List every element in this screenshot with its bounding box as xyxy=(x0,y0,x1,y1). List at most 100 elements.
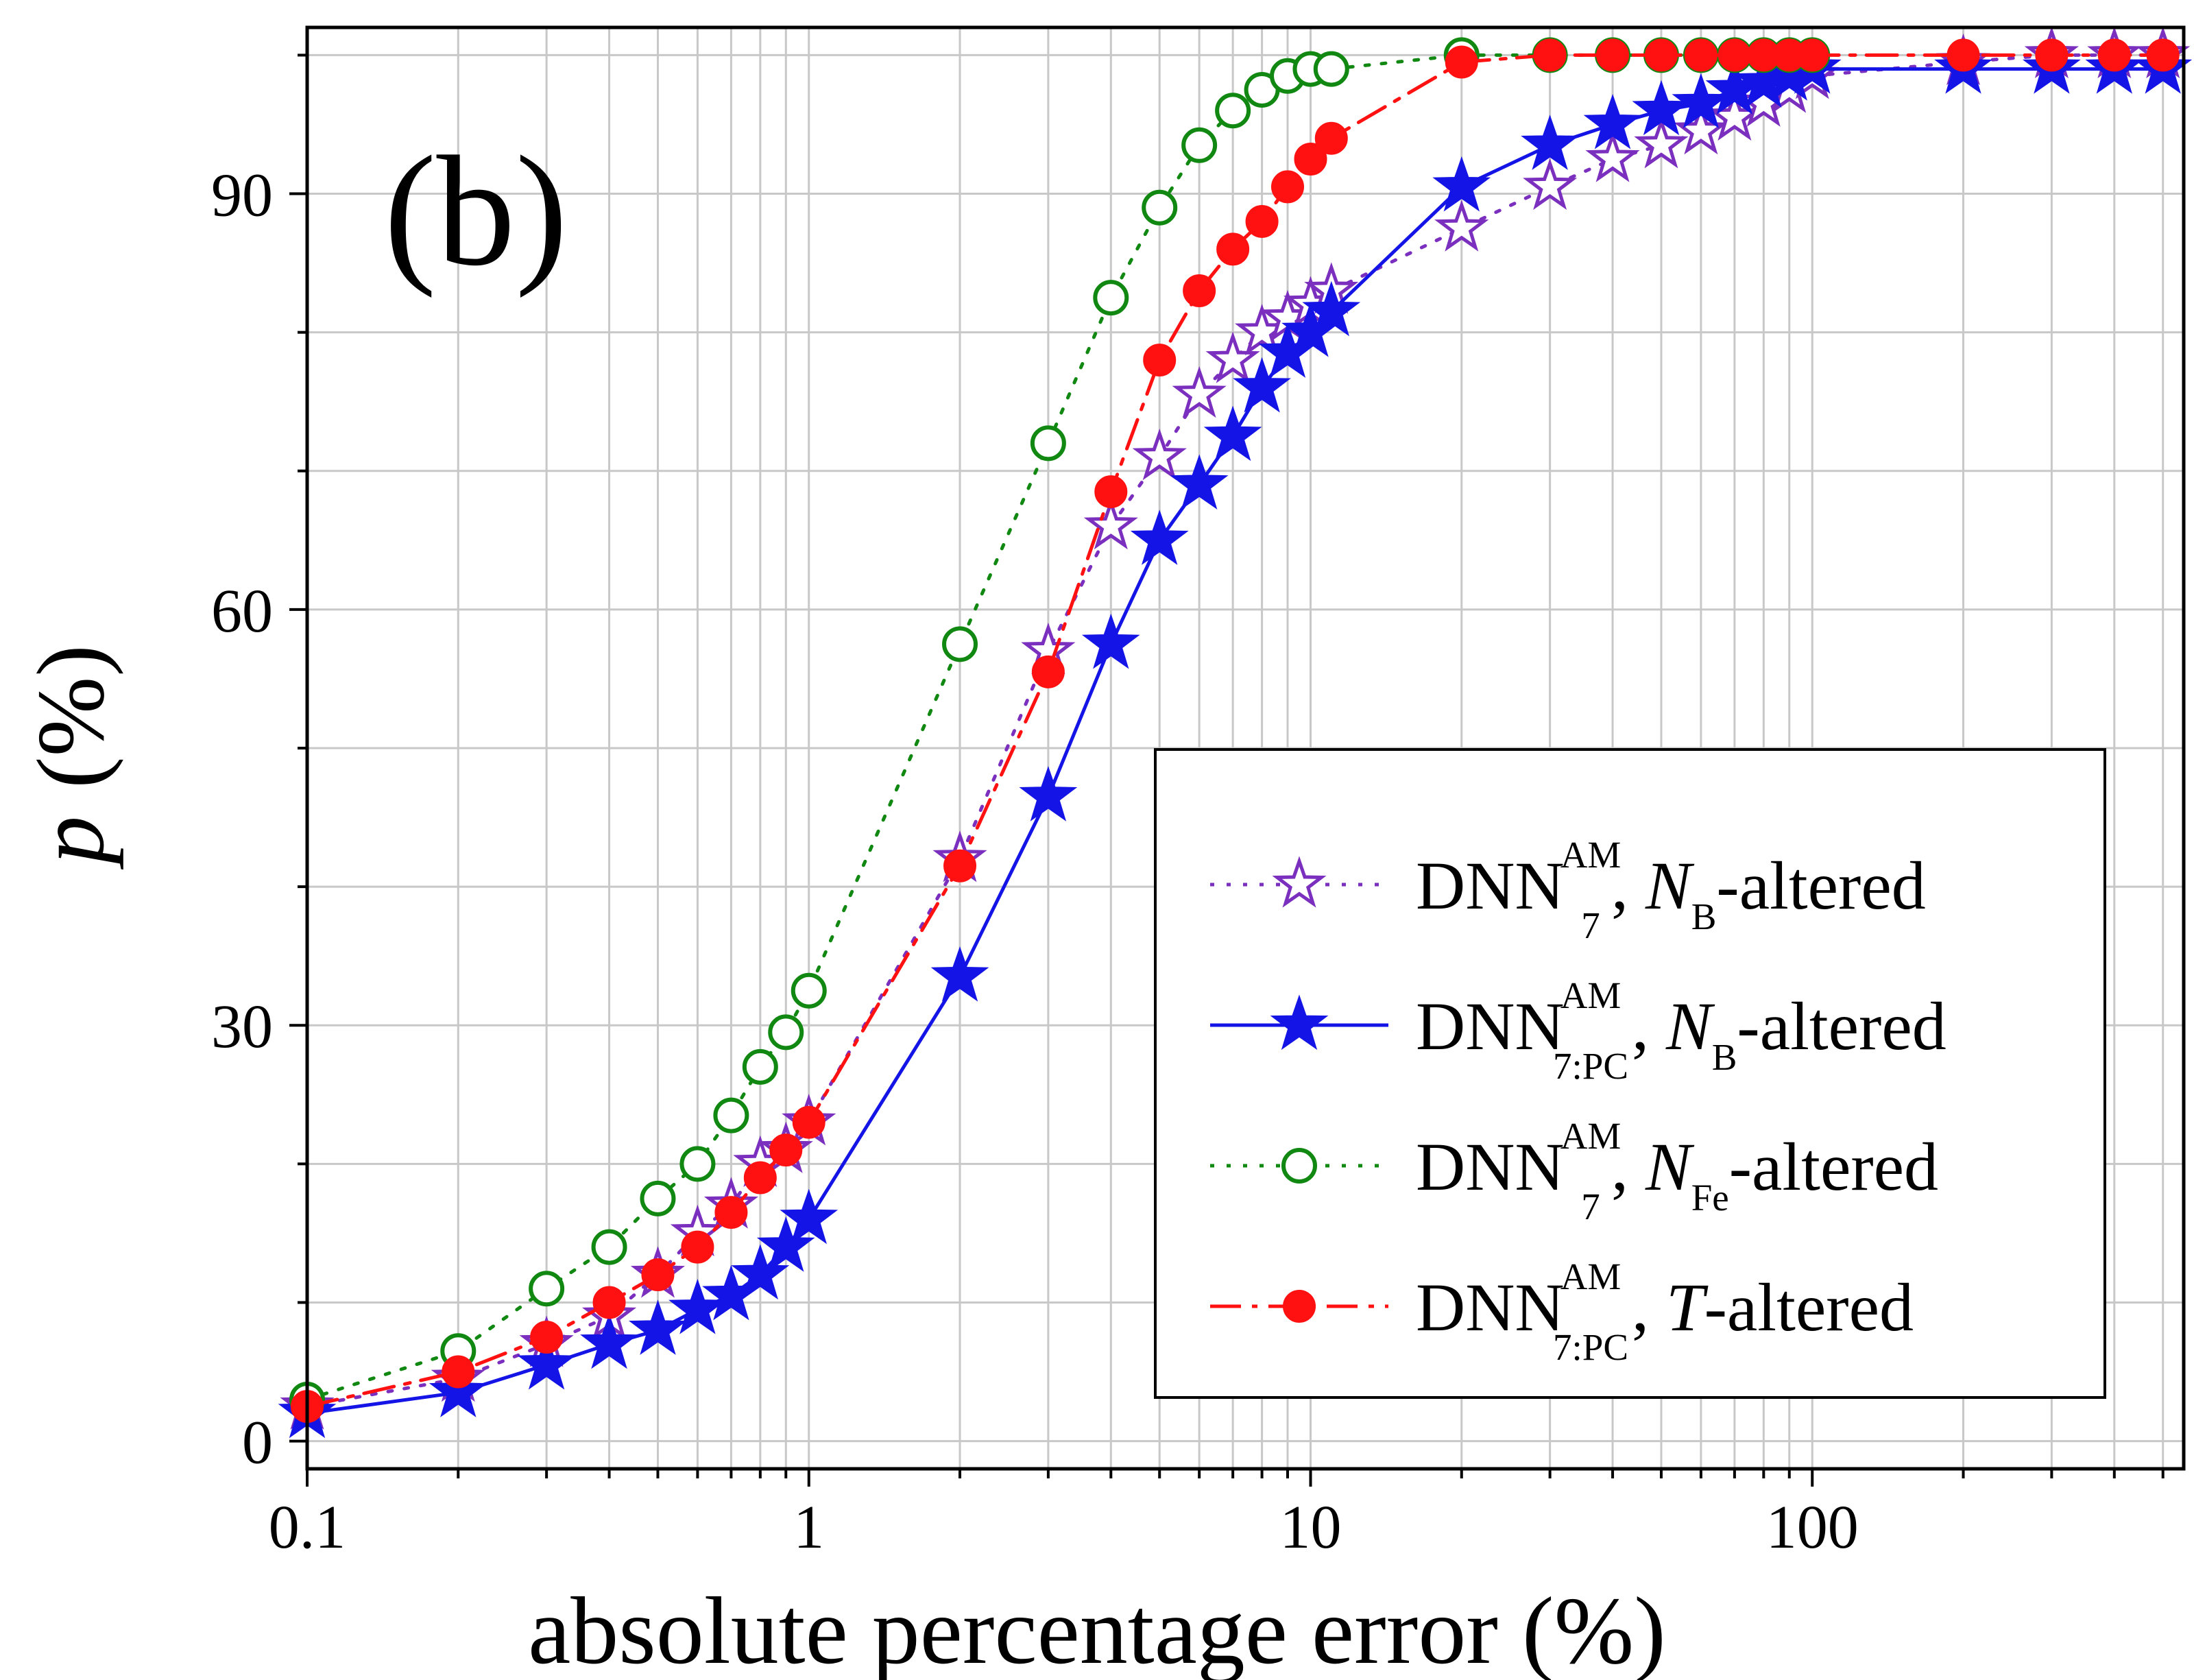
y-tick-label: 60 xyxy=(211,577,273,645)
legend-label-sub: 7 xyxy=(1581,1186,1600,1227)
data-point-circle-open xyxy=(1313,51,1349,87)
data-point-circle-filled xyxy=(1094,475,1128,509)
y-axis-title-text: p (%) xyxy=(18,645,124,870)
legend-label-sub: 7:PC xyxy=(1553,1045,1628,1087)
x-axis-title: absolute percentage error (%) xyxy=(528,1578,1666,1680)
legend-label-sub: 7:PC xyxy=(1553,1326,1628,1368)
legend-label-sup: AM xyxy=(1560,1256,1622,1297)
y-axis-title: p (%) xyxy=(18,645,124,870)
data-point-circle-filled xyxy=(1796,38,1829,72)
data-point-circle-open xyxy=(640,1180,676,1216)
data-point-circle-filled xyxy=(1183,274,1216,308)
x-tick-label: 0.1 xyxy=(269,1493,346,1561)
data-point-circle-open xyxy=(791,972,827,1009)
legend-label-rest: , T-altered xyxy=(1632,1269,1914,1345)
data-point-star-filled xyxy=(1130,509,1189,565)
x-tick-label: 100 xyxy=(1766,1493,1859,1561)
data-point-circle-filled xyxy=(1596,38,1630,72)
data-point-circle-open xyxy=(1093,280,1129,316)
y-tick-label: 30 xyxy=(211,993,273,1061)
data-point-circle-filled xyxy=(1445,45,1478,79)
data-point-star-filled xyxy=(1270,994,1329,1051)
data-point-circle-filled xyxy=(1031,655,1065,688)
data-point-star-open xyxy=(1083,497,1138,550)
data-point-circle-filled xyxy=(641,1258,675,1292)
data-point-circle-open xyxy=(713,1097,749,1133)
data-point-circle-filled xyxy=(1143,344,1177,377)
data-point-circle-filled xyxy=(1533,38,1567,72)
legend-label-base: DNN xyxy=(1416,1129,1565,1205)
data-point-circle-filled xyxy=(442,1355,475,1389)
y-axis-unit: (%) xyxy=(18,645,124,789)
data-point-circle-open xyxy=(768,1014,804,1051)
data-point-circle-open xyxy=(679,1146,716,1182)
data-point-circle-filled xyxy=(1271,170,1305,204)
data-point-circle-filled xyxy=(2146,38,2180,72)
data-point-circle-filled xyxy=(1245,204,1279,238)
x-tick-label: 10 xyxy=(1279,1493,1341,1561)
data-point-circle-filled xyxy=(1283,1290,1316,1323)
data-point-circle-open xyxy=(1142,189,1178,226)
data-point-circle-filled xyxy=(592,1286,626,1319)
data-point-circle-filled xyxy=(1684,38,1717,72)
data-point-circle-open xyxy=(1181,127,1218,163)
data-point-star-filled xyxy=(1019,766,1078,821)
data-point-star-filled xyxy=(756,1216,815,1272)
legend-box xyxy=(1154,748,2106,1399)
data-point-circle-filled xyxy=(2097,38,2131,72)
y-tick-label: 0 xyxy=(242,1409,273,1477)
data-point-star-filled xyxy=(1081,613,1140,669)
data-point-circle-open xyxy=(591,1229,627,1265)
series-s4 xyxy=(291,38,2180,1424)
legend-label-rest: , NFe-altered xyxy=(1611,1129,1938,1219)
data-point-star-filled xyxy=(1632,80,1691,136)
data-point-star-filled xyxy=(731,1244,790,1300)
legend-label-base: DNN xyxy=(1416,1269,1565,1345)
data-point-star-filled xyxy=(429,1362,487,1417)
legend-label-sup: AM xyxy=(1560,974,1622,1016)
data-point-star-open xyxy=(1272,856,1327,908)
legend-label-sup: AM xyxy=(1560,1115,1622,1157)
data-point-star-open xyxy=(1132,428,1187,481)
legend-label-rest: , NB-altered xyxy=(1611,848,1926,937)
ticks: 0.1 1 10 100 0 30 60 90 xyxy=(211,53,2165,1561)
legend-label-sub: 7 xyxy=(1581,904,1600,946)
data-point-circle-filled xyxy=(769,1133,803,1167)
legend-label-base: DNN xyxy=(1416,848,1565,924)
data-point-circle-open xyxy=(1281,1148,1317,1184)
data-point-circle-open xyxy=(1030,425,1066,461)
data-point-star-open xyxy=(1585,130,1640,182)
data-point-star-open xyxy=(1434,200,1489,252)
data-point-star-filled xyxy=(1203,405,1262,461)
data-point-star-open xyxy=(1523,158,1578,211)
legend-label-rest: , NB-altered xyxy=(1632,988,1946,1078)
data-point-circle-filled xyxy=(1314,121,1348,155)
data-point-circle-filled xyxy=(714,1196,748,1229)
data-point-star-filled xyxy=(668,1279,727,1334)
data-point-circle-filled xyxy=(681,1230,714,1264)
legend-label-base: DNN xyxy=(1416,988,1565,1064)
data-point-star-filled xyxy=(629,1299,687,1355)
data-point-circle-filled xyxy=(2035,38,2069,72)
data-point-star-filled xyxy=(580,1313,638,1369)
data-point-circle-open xyxy=(942,626,978,662)
y-axis-symbol: p xyxy=(18,816,124,870)
data-point-circle-filled xyxy=(1216,232,1250,266)
data-point-star-open xyxy=(1172,365,1227,418)
data-point-star-filled xyxy=(780,1188,839,1245)
x-tick-label: 1 xyxy=(793,1493,824,1561)
data-point-star-filled xyxy=(1583,93,1642,149)
y-tick-label: 90 xyxy=(211,162,273,230)
data-point-circle-filled xyxy=(530,1320,564,1354)
data-point-star-filled xyxy=(517,1334,576,1390)
data-point-star-filled xyxy=(1302,280,1361,337)
data-point-circle-open xyxy=(529,1271,565,1307)
data-point-circle-filled xyxy=(1717,38,1751,72)
data-point-circle-filled xyxy=(943,849,977,883)
data-point-star-filled xyxy=(930,946,989,1002)
